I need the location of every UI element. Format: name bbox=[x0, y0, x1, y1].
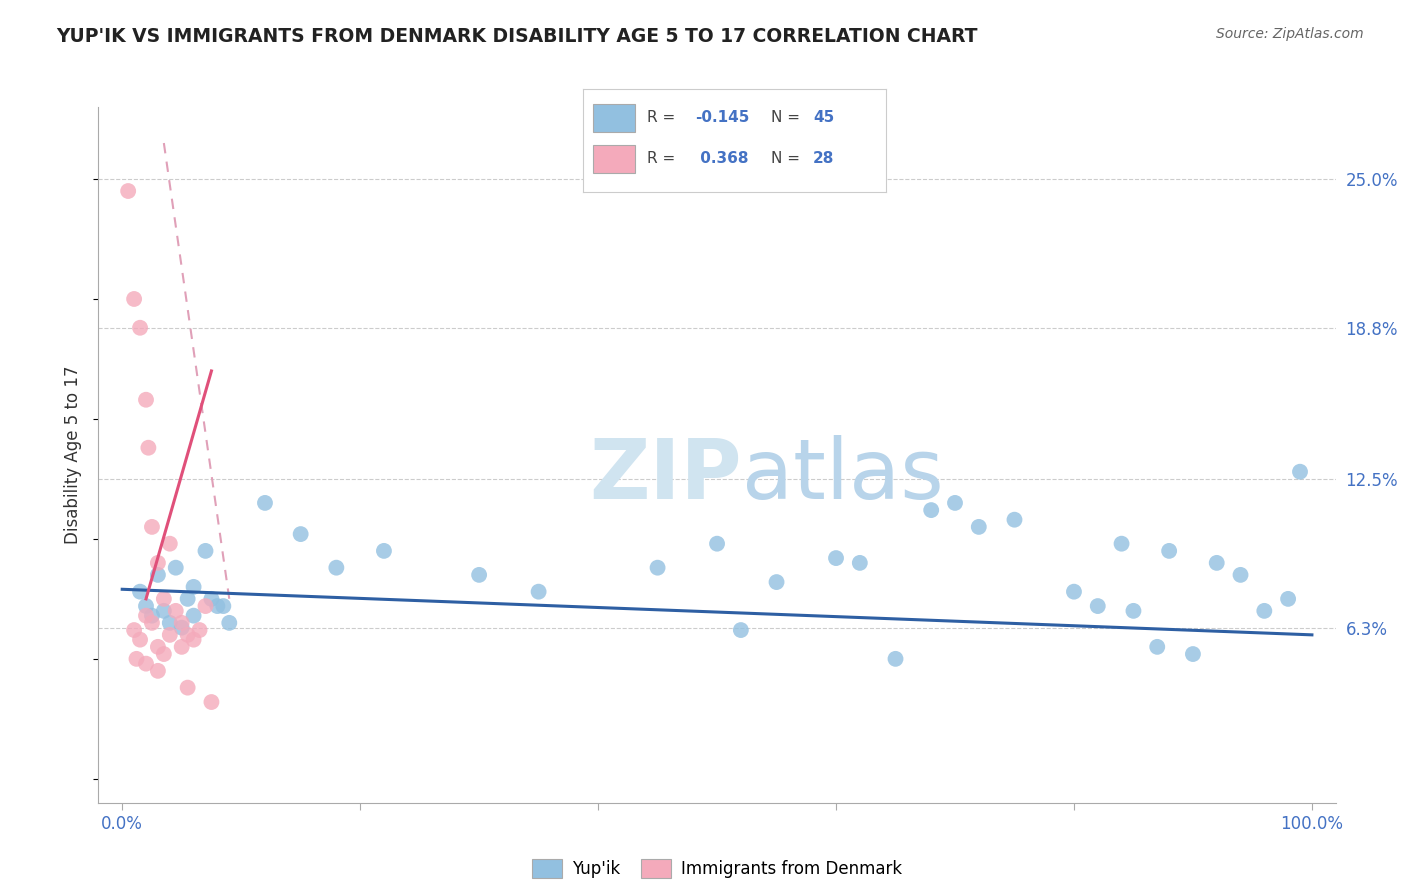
Point bbox=[135, 608, 157, 623]
Point bbox=[1159, 544, 1181, 558]
Text: N =: N = bbox=[770, 152, 804, 167]
Point bbox=[1087, 599, 1109, 613]
Point bbox=[129, 320, 152, 334]
Point bbox=[159, 537, 181, 551]
Point bbox=[730, 623, 752, 637]
Point bbox=[468, 567, 491, 582]
Text: atlas: atlas bbox=[742, 435, 943, 516]
Point bbox=[527, 584, 550, 599]
Point bbox=[170, 640, 193, 654]
Point bbox=[825, 551, 848, 566]
Point bbox=[765, 575, 787, 590]
FancyBboxPatch shape bbox=[592, 103, 636, 132]
Point bbox=[1122, 604, 1144, 618]
Point bbox=[176, 628, 198, 642]
Point bbox=[1004, 513, 1026, 527]
Point bbox=[129, 632, 152, 647]
Point bbox=[967, 520, 990, 534]
Point bbox=[1229, 567, 1251, 582]
Point bbox=[122, 623, 145, 637]
Point bbox=[647, 560, 669, 574]
Text: R =: R = bbox=[647, 111, 681, 126]
Point bbox=[146, 567, 169, 582]
Point bbox=[141, 608, 163, 623]
Point bbox=[153, 604, 176, 618]
Point bbox=[135, 657, 157, 671]
Point bbox=[138, 441, 160, 455]
Point bbox=[194, 599, 217, 613]
Point bbox=[212, 599, 235, 613]
Point bbox=[153, 647, 176, 661]
Point bbox=[176, 591, 198, 606]
Point bbox=[1289, 465, 1312, 479]
Point bbox=[117, 184, 139, 198]
Point bbox=[1277, 591, 1299, 606]
Text: 0.368: 0.368 bbox=[696, 152, 749, 167]
Point bbox=[159, 628, 181, 642]
Point bbox=[159, 615, 181, 630]
Point bbox=[218, 615, 240, 630]
Text: YUP'IK VS IMMIGRANTS FROM DENMARK DISABILITY AGE 5 TO 17 CORRELATION CHART: YUP'IK VS IMMIGRANTS FROM DENMARK DISABI… bbox=[56, 27, 977, 45]
Text: -0.145: -0.145 bbox=[696, 111, 749, 126]
Point bbox=[135, 599, 157, 613]
Point bbox=[170, 621, 193, 635]
Point bbox=[146, 556, 169, 570]
Text: Source: ZipAtlas.com: Source: ZipAtlas.com bbox=[1216, 27, 1364, 41]
Point bbox=[849, 556, 872, 570]
Point bbox=[373, 544, 395, 558]
Text: ZIP: ZIP bbox=[589, 435, 742, 516]
Point bbox=[1111, 537, 1133, 551]
Text: 45: 45 bbox=[813, 111, 835, 126]
Point bbox=[200, 591, 222, 606]
Point bbox=[253, 496, 276, 510]
Point bbox=[194, 544, 217, 558]
Point bbox=[183, 608, 205, 623]
Point bbox=[129, 584, 152, 599]
FancyBboxPatch shape bbox=[592, 145, 636, 173]
Point bbox=[200, 695, 222, 709]
Point bbox=[1253, 604, 1275, 618]
Point bbox=[1181, 647, 1204, 661]
Point bbox=[125, 652, 148, 666]
Point bbox=[141, 520, 163, 534]
Point bbox=[188, 623, 211, 637]
Point bbox=[165, 560, 187, 574]
Point bbox=[122, 292, 145, 306]
Point bbox=[183, 632, 205, 647]
Point bbox=[207, 599, 229, 613]
Point bbox=[146, 640, 169, 654]
Point bbox=[153, 591, 176, 606]
Text: R =: R = bbox=[647, 152, 681, 167]
Point bbox=[325, 560, 347, 574]
Point bbox=[1063, 584, 1085, 599]
Y-axis label: Disability Age 5 to 17: Disability Age 5 to 17 bbox=[65, 366, 83, 544]
Point bbox=[943, 496, 966, 510]
Point bbox=[290, 527, 312, 541]
Point bbox=[141, 615, 163, 630]
Text: 28: 28 bbox=[813, 152, 835, 167]
Point bbox=[706, 537, 728, 551]
Point bbox=[135, 392, 157, 407]
Point bbox=[920, 503, 942, 517]
Point bbox=[170, 615, 193, 630]
Point bbox=[1146, 640, 1168, 654]
Point bbox=[165, 604, 187, 618]
Point bbox=[1205, 556, 1227, 570]
Point bbox=[176, 681, 198, 695]
Point bbox=[146, 664, 169, 678]
Legend: Yup'ik, Immigrants from Denmark: Yup'ik, Immigrants from Denmark bbox=[526, 853, 908, 885]
Point bbox=[183, 580, 205, 594]
Text: N =: N = bbox=[770, 111, 804, 126]
Point bbox=[884, 652, 907, 666]
